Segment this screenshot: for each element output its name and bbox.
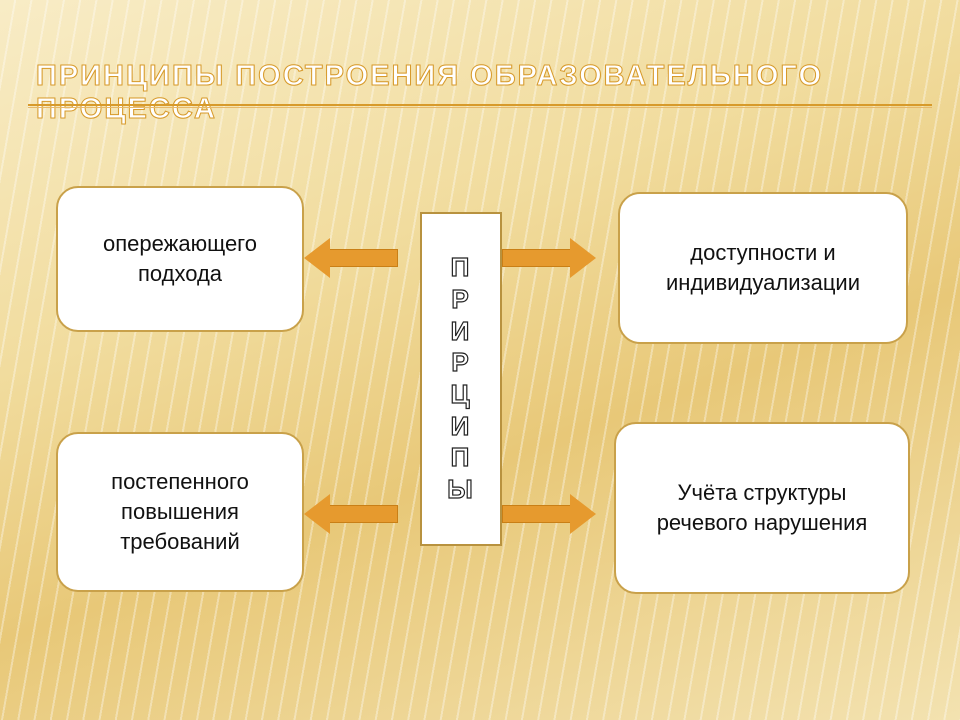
arrow-shaft: [330, 505, 398, 523]
center-vertical-label: ПРИРЦИПЫ: [420, 212, 502, 546]
slide-title: ПРИНЦИПЫ ПОСТРОЕНИЯ ОБРАЗОВАТЕЛЬНОГО ПРО…: [36, 60, 960, 126]
center-char: И: [451, 316, 472, 348]
principle-box-bottom-left: постепенного повышения требований: [56, 432, 304, 592]
principle-text: опережающего подхода: [76, 229, 284, 288]
principle-box-top-left: опережающего подхода: [56, 186, 304, 332]
center-char: Ц: [451, 379, 472, 411]
center-char: П: [451, 442, 472, 474]
arrow-top-left: [304, 238, 398, 278]
principle-text: постепенного повышения требований: [76, 467, 284, 556]
arrow-top-right: [502, 238, 596, 278]
center-char: Ы: [447, 474, 474, 506]
arrow-shaft: [502, 505, 570, 523]
center-char: Р: [451, 284, 470, 316]
principle-text: доступности и индивидуализации: [638, 238, 888, 297]
principle-text: Учёта структуры речевого нарушения: [634, 478, 890, 537]
arrow-head-icon: [570, 494, 596, 534]
arrow-head-icon: [304, 238, 330, 278]
center-char: Р: [451, 347, 470, 379]
title-underline: [28, 104, 932, 108]
center-char: П: [451, 252, 472, 284]
principle-box-bottom-right: Учёта структуры речевого нарушения: [614, 422, 910, 594]
arrow-bottom-left: [304, 494, 398, 534]
principle-box-top-right: доступности и индивидуализации: [618, 192, 908, 344]
arrow-shaft: [330, 249, 398, 267]
center-char: И: [451, 411, 472, 443]
arrow-head-icon: [304, 494, 330, 534]
arrow-bottom-right: [502, 494, 596, 534]
arrow-head-icon: [570, 238, 596, 278]
arrow-shaft: [502, 249, 570, 267]
